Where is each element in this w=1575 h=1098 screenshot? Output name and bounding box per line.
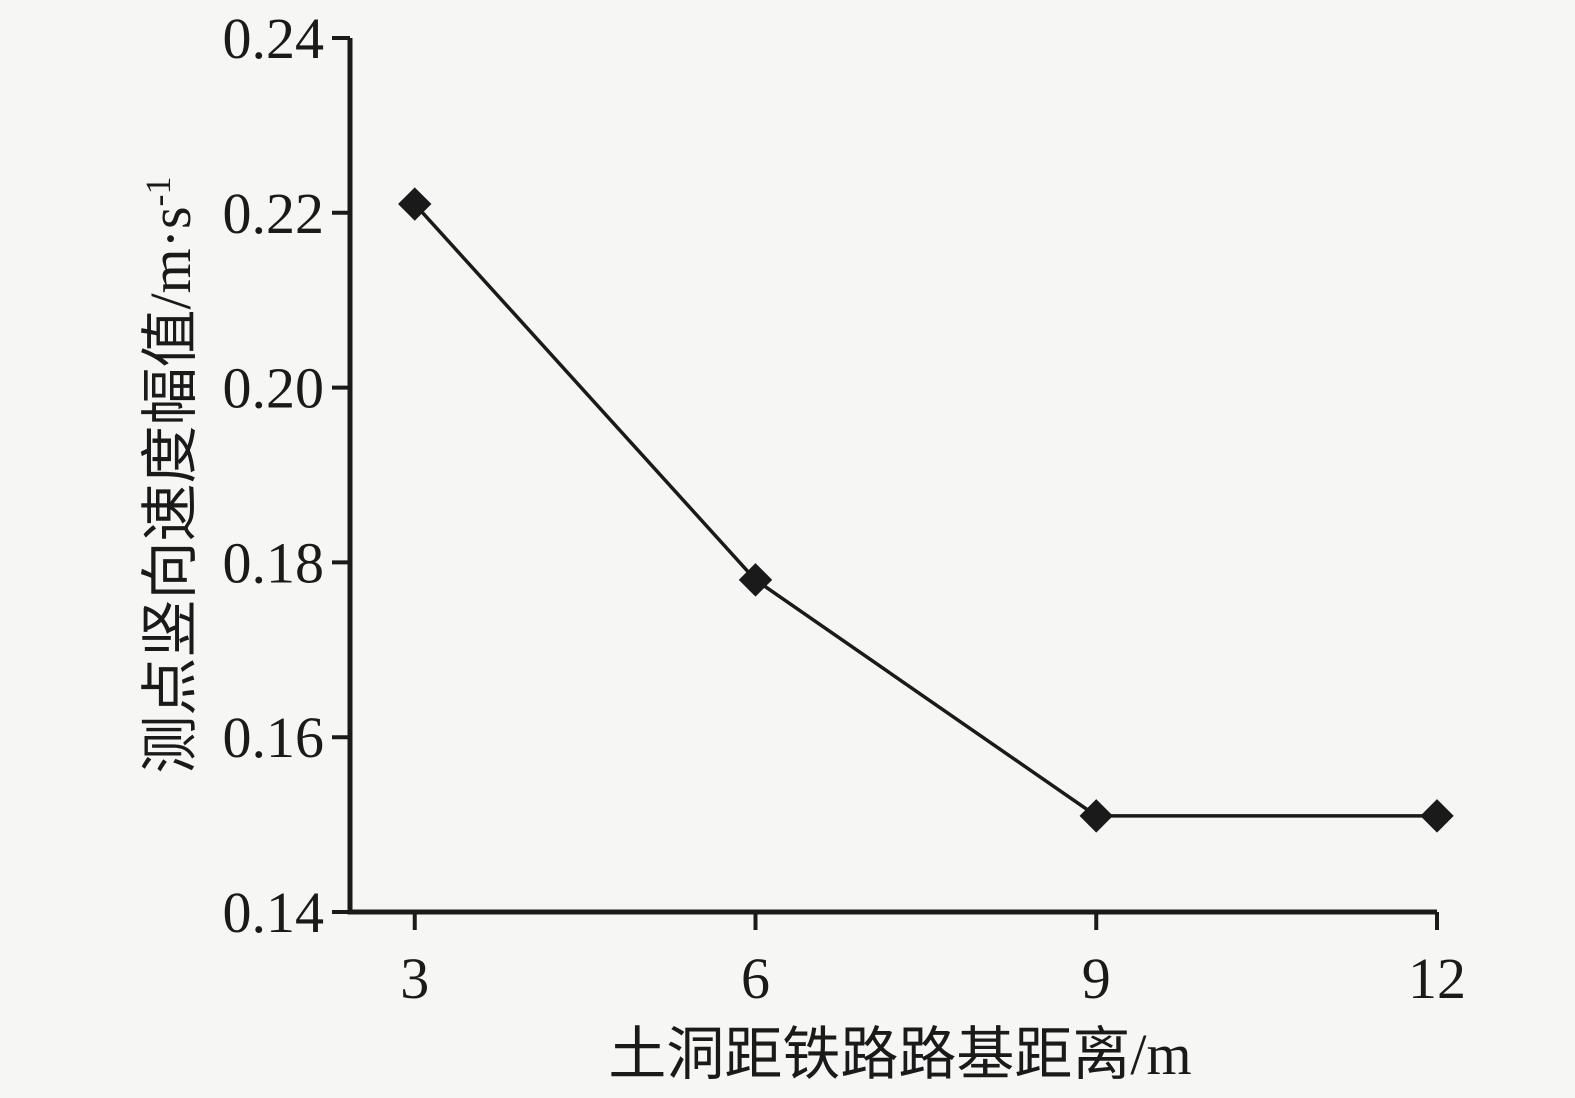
y-axis-title-base: 测点竖向速度幅值/m·s [138,206,203,773]
chart-generated-layer: 0.14 0.16 0.18 0.20 0.22 0.24 3 6 9 12 [223,6,1467,1011]
y-tick-label: 0.22 [223,181,325,246]
data-line [413,202,1437,818]
y-axis-title-superscript: -1 [138,176,178,206]
x-tick-label: 12 [1408,946,1466,1011]
y-tick-label: 0.14 [223,880,325,945]
data-point-marker [1079,799,1113,833]
y-tick-label: 0.24 [223,6,325,71]
y-axis-title: 测点竖向速度幅值/m·s-1 [138,176,203,773]
x-tick-label: 6 [741,946,770,1011]
y-tick-label: 0.20 [223,356,325,421]
y-tick-label: 0.16 [223,705,325,770]
y-tick-label: 0.18 [223,530,325,595]
data-point-marker [1420,799,1454,833]
axis-spines [347,38,1437,915]
x-axis-title: 土洞距铁路路基距离/m [608,1022,1191,1087]
x-tick-label: 3 [400,946,429,1011]
x-tick-label: 9 [1082,946,1111,1011]
data-point-marker [738,563,773,597]
data-point-marker [398,187,432,221]
